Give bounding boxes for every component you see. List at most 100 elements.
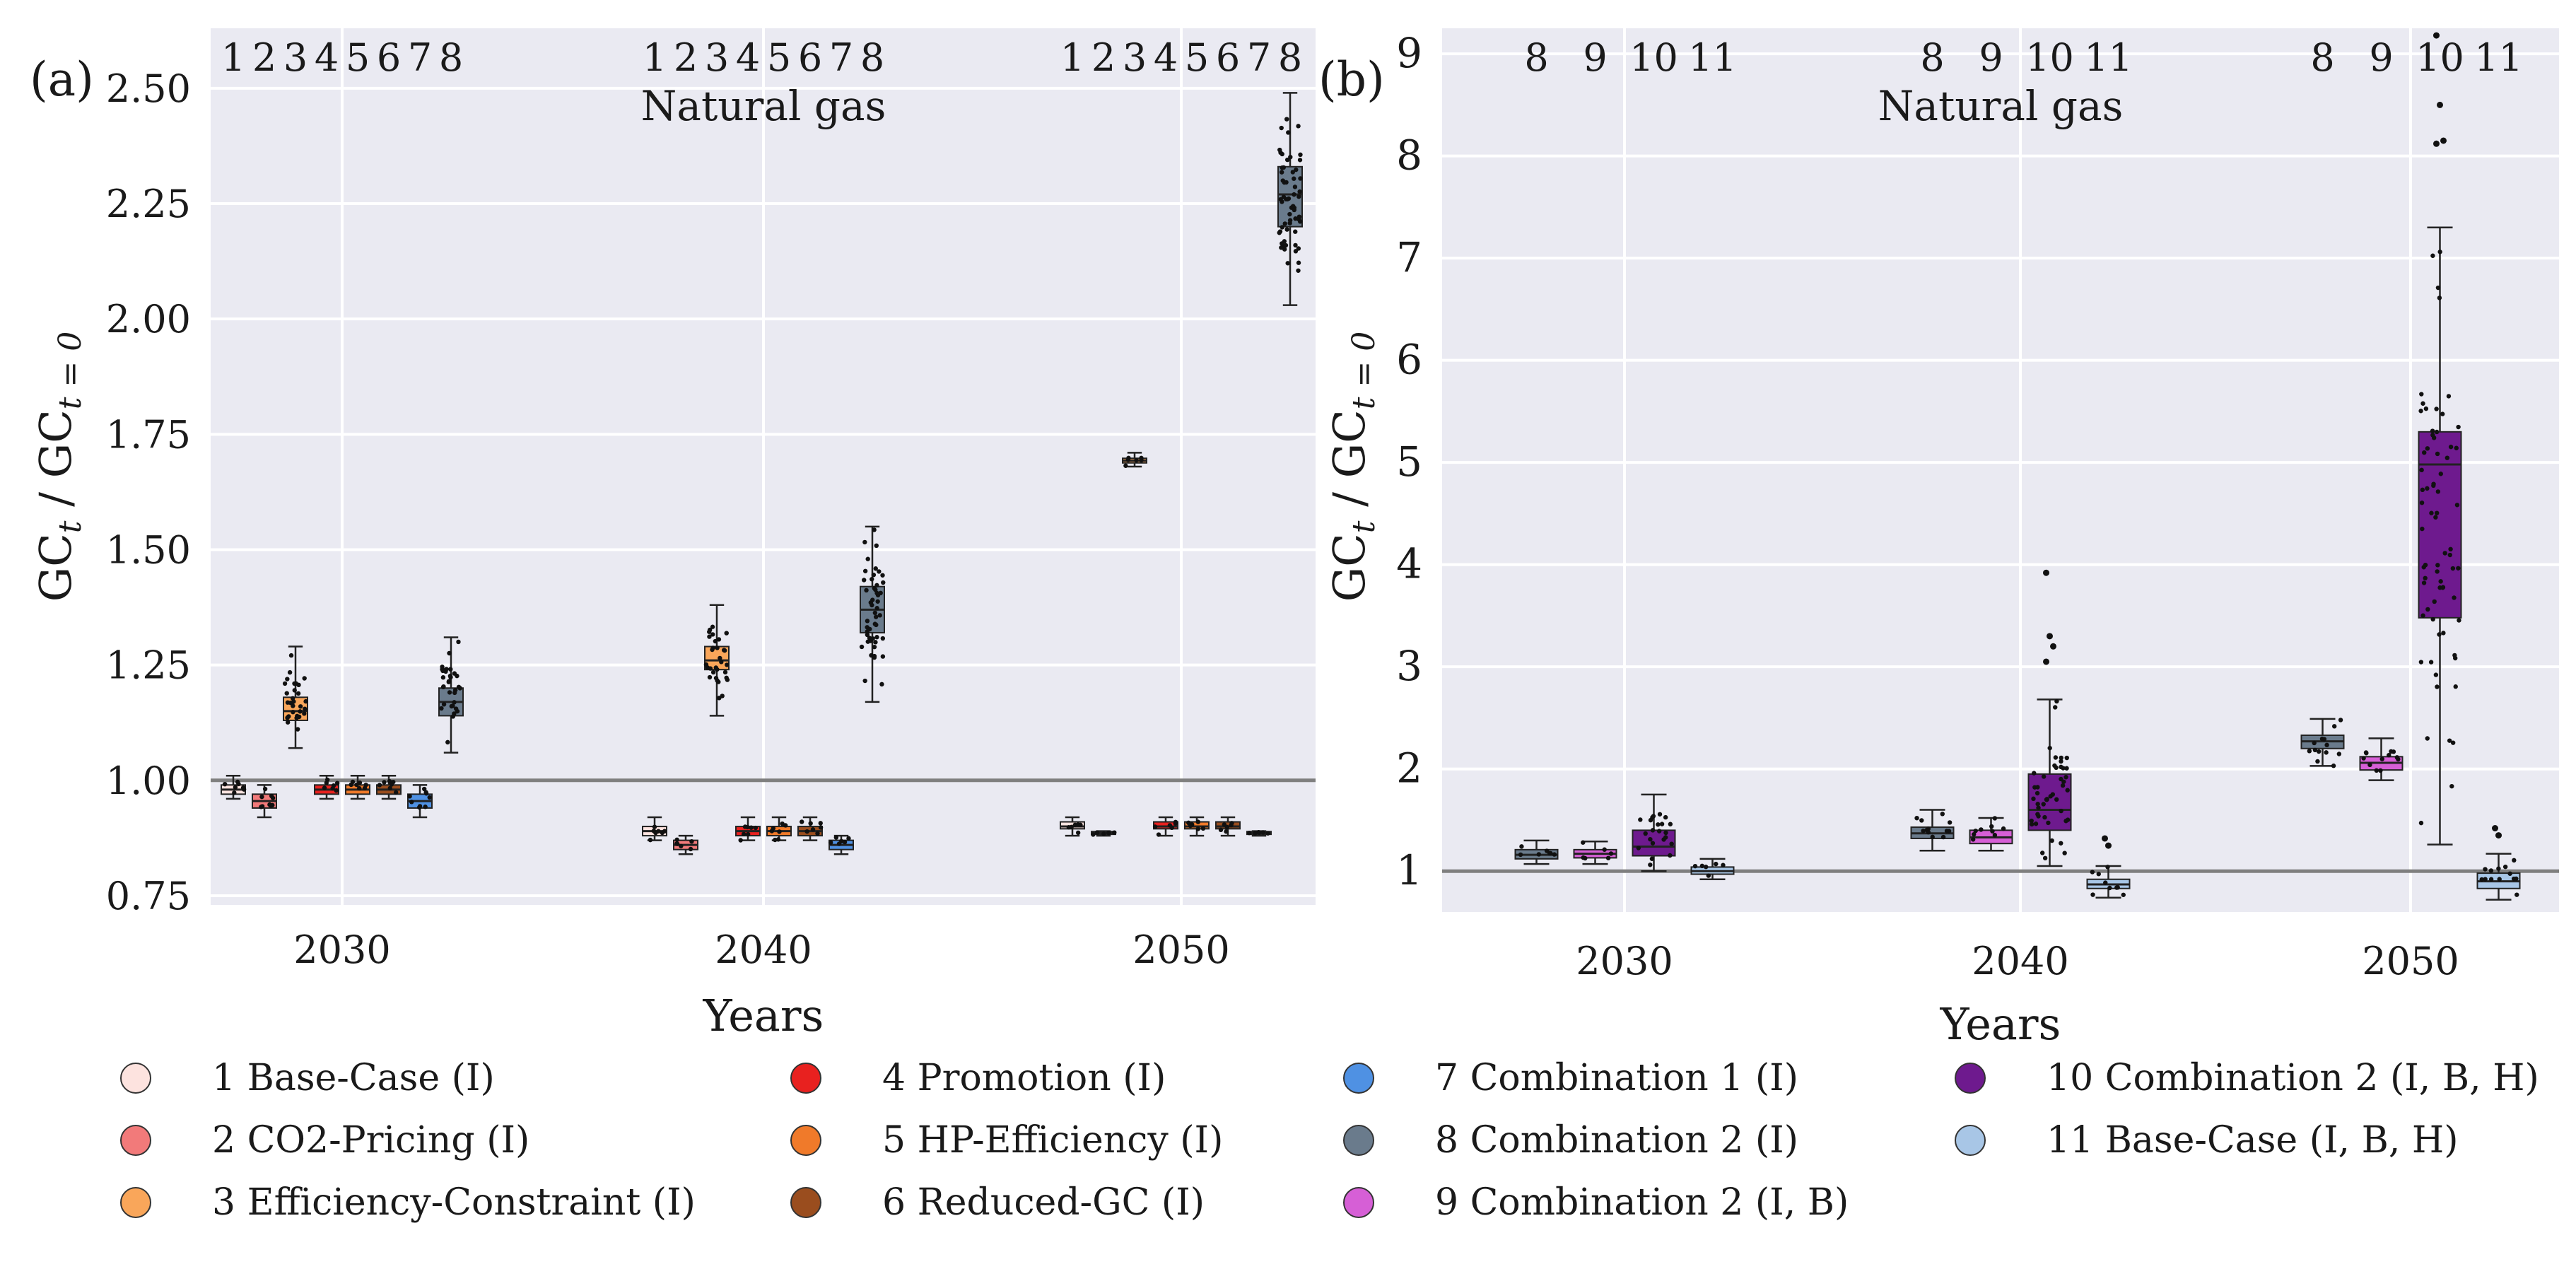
- data-point: [446, 679, 451, 684]
- data-point: [1297, 158, 1303, 163]
- box-a-s7-2040: [828, 834, 854, 855]
- data-point: [1552, 852, 1557, 857]
- data-point: [2036, 805, 2041, 810]
- data-point: [282, 681, 288, 686]
- data-point: [2435, 510, 2440, 515]
- data-point: [457, 686, 462, 691]
- y-tick-label: 2.50: [106, 66, 191, 111]
- scenario-number: 9: [2369, 35, 2393, 80]
- y-label-num-sub-b: t: [1346, 520, 1382, 533]
- data-point: [880, 654, 886, 659]
- data-point: [2379, 756, 2384, 761]
- data-point: [334, 780, 340, 785]
- data-point: [241, 787, 247, 792]
- data-point: [2033, 821, 2039, 826]
- data-point: [1284, 117, 1289, 122]
- box-b-s9-2050: [2359, 737, 2404, 781]
- data-point: [2430, 616, 2435, 622]
- box-b-s8-2030: [1514, 839, 1559, 865]
- data-point: [2435, 285, 2441, 291]
- data-point: [2419, 500, 2425, 505]
- data-point: [1292, 207, 1296, 213]
- data-point: [407, 794, 412, 799]
- data-point: [870, 636, 875, 641]
- data-point: [235, 779, 240, 785]
- y-label-num-a: GC: [30, 533, 81, 602]
- data-point: [2060, 783, 2066, 788]
- data-point: [2041, 774, 2047, 779]
- x-tick-label: 2050: [1132, 928, 1229, 972]
- data-point: [862, 539, 867, 545]
- scenario-number: 7: [1247, 35, 1271, 80]
- scenario-number: 6: [798, 35, 822, 80]
- y-tick-label: 4: [1396, 540, 1422, 588]
- data-point: [1078, 822, 1083, 828]
- y-tick-label: 2.25: [106, 182, 191, 226]
- scenario-number: 6: [377, 35, 401, 80]
- data-point: [2115, 885, 2120, 890]
- data-point: [2438, 472, 2443, 476]
- data-point: [2430, 428, 2435, 433]
- data-point: [2103, 880, 2108, 885]
- scenario-number: 5: [1185, 35, 1209, 80]
- data-point: [452, 690, 457, 696]
- data-point: [1293, 242, 1298, 248]
- x-tick-label: 2030: [293, 928, 390, 972]
- data-point: [1650, 828, 1656, 833]
- y-tick-label: 2.00: [106, 297, 191, 341]
- data-point: [1094, 830, 1100, 835]
- data-point: [738, 838, 743, 843]
- data-point: [1188, 823, 1193, 829]
- data-point: [1921, 829, 1926, 834]
- data-point: [873, 614, 879, 619]
- box-b-s11-2040: [2086, 865, 2131, 899]
- data-point: [295, 727, 300, 732]
- y-label-den-sub-a: t = 0: [52, 332, 88, 410]
- box-a-s2-2030: [252, 784, 277, 819]
- box-b-s8-2040: [1910, 809, 1955, 852]
- legend-item: 10 Combination 2 (I, B, H): [1955, 1053, 2539, 1103]
- data-point: [1583, 855, 1588, 861]
- data-point: [456, 639, 461, 645]
- data-point: [867, 636, 872, 641]
- data-point: [1123, 463, 1128, 468]
- data-point: [648, 837, 653, 843]
- box-a-s5-2030: [345, 775, 370, 800]
- data-point: [1279, 170, 1284, 175]
- data-point: [865, 556, 870, 561]
- data-point: [2450, 740, 2456, 745]
- data-point: [449, 703, 455, 709]
- data-point: [296, 682, 301, 688]
- data-point: [1290, 170, 1295, 175]
- data-point: [2448, 546, 2453, 552]
- data-point: [2053, 755, 2059, 760]
- data-point: [2096, 872, 2101, 877]
- y-tick-label: 1.25: [106, 643, 191, 688]
- data-point: [270, 795, 276, 800]
- data-point: [2497, 877, 2502, 882]
- box-a-s6-2040: [797, 816, 824, 841]
- data-point: [322, 785, 327, 790]
- data-point: [1293, 216, 1298, 221]
- data-point: [1668, 821, 1673, 826]
- data-point: [349, 782, 353, 788]
- circle-marker-icon: [120, 1125, 151, 1156]
- data-point: [1293, 249, 1299, 254]
- scenario-number: 4: [1154, 35, 1178, 80]
- data-point: [2121, 892, 2126, 897]
- data-point: [1260, 830, 1265, 835]
- data-point: [2389, 749, 2394, 754]
- data-point: [2419, 392, 2424, 397]
- data-point: [1296, 260, 1301, 265]
- data-point: [653, 830, 658, 836]
- data-point: [440, 684, 446, 690]
- data-point: [2061, 779, 2066, 784]
- data-point: [1940, 812, 1945, 817]
- data-point: [1605, 855, 1611, 860]
- y-tick-label: 8: [1396, 131, 1422, 180]
- data-point: [2449, 783, 2454, 789]
- data-point: [1989, 824, 1994, 829]
- data-point: [1608, 851, 1614, 856]
- data-point: [1247, 831, 1252, 836]
- data-point: [2425, 446, 2430, 451]
